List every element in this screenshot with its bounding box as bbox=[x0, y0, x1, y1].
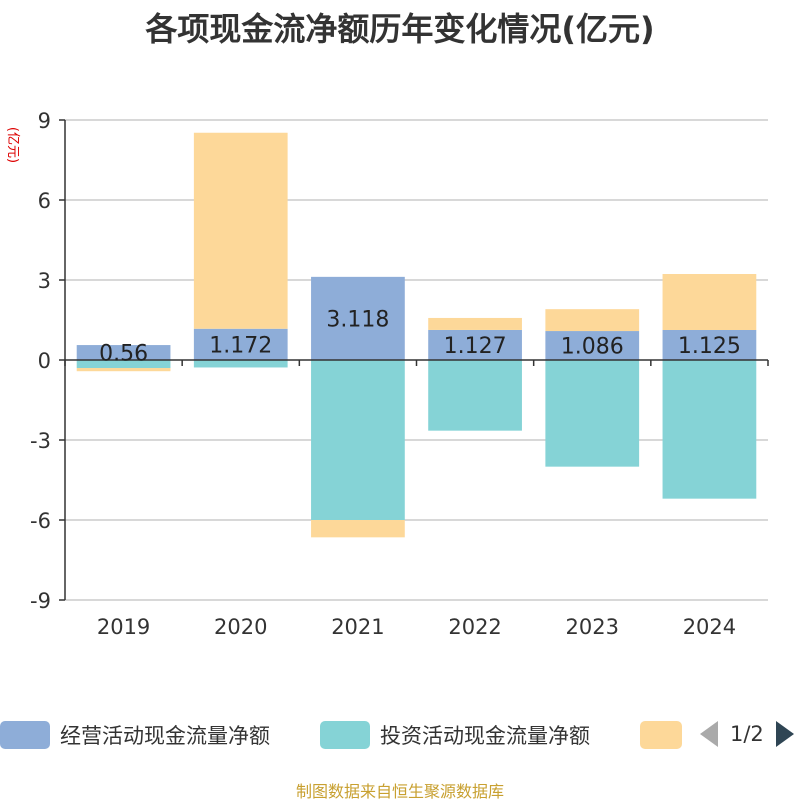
x-tick-label: 2024 bbox=[683, 615, 736, 639]
bar-series2-2020[interactable] bbox=[193, 132, 288, 329]
legend-swatch-financing bbox=[640, 721, 682, 749]
x-tick-label: 2023 bbox=[566, 615, 619, 639]
x-tick-label: 2021 bbox=[331, 615, 384, 639]
legend-label-investing: 投资活动现金流量净额 bbox=[380, 724, 590, 748]
data-label: 1.125 bbox=[678, 334, 741, 359]
bar-series0-2020[interactable] bbox=[193, 328, 288, 360]
legend-swatch-investing bbox=[320, 721, 370, 749]
x-tick-label: 2022 bbox=[448, 615, 501, 639]
y-tick-label: 0 bbox=[38, 349, 51, 373]
source-note: 制图数据来自恒生聚源数据库 bbox=[295, 782, 504, 801]
legend-item-investing[interactable]: 投资活动现金流量净额 bbox=[320, 720, 590, 750]
bar-series2-2021[interactable] bbox=[311, 520, 405, 538]
data-labels: 0.56 1.172 3.118 1.127 1.086 1.125 bbox=[99, 307, 741, 366]
y-tick-label: 9 bbox=[38, 109, 51, 133]
data-label: 3.118 bbox=[326, 307, 389, 332]
bar-series0-2022[interactable] bbox=[428, 329, 522, 360]
bar-series1-2020[interactable] bbox=[193, 360, 288, 368]
legend: 经营活动现金流量净额 投资活动现金流量净额 1/2 bbox=[0, 714, 800, 754]
x-tick-label: 2019 bbox=[97, 615, 150, 639]
bar-series1-2023[interactable] bbox=[545, 360, 640, 467]
bar-series1-2024[interactable] bbox=[662, 360, 757, 499]
bar-series0-2024[interactable] bbox=[662, 330, 757, 360]
x-tick-label: 2020 bbox=[214, 615, 267, 639]
legend-label-operating: 经营活动现金流量净额 bbox=[60, 724, 270, 748]
y-tick-label: 3 bbox=[38, 269, 51, 293]
y-tick-label: -3 bbox=[30, 429, 51, 453]
data-label: 1.127 bbox=[444, 334, 507, 359]
bar-series2-2019[interactable] bbox=[76, 368, 171, 372]
bar-series1-2019[interactable] bbox=[76, 360, 171, 368]
y-tick-label: -6 bbox=[30, 509, 51, 533]
legend-pager: 1/2 bbox=[700, 714, 794, 754]
axes: 9 6 3 0 -3 -6 -9 2019 2020 2021 2022 2023 2024 bbox=[30, 109, 769, 639]
bar-series1-2021[interactable] bbox=[311, 360, 405, 520]
bar-series1-2022[interactable] bbox=[428, 360, 522, 431]
bar-series2-2022[interactable] bbox=[428, 317, 522, 330]
data-label: 1.172 bbox=[209, 333, 272, 358]
y-tick-label: -9 bbox=[30, 589, 51, 613]
y-axis-label: (亿元) bbox=[5, 127, 20, 163]
pager-text: 1/2 bbox=[730, 722, 764, 746]
data-label: 1.086 bbox=[561, 335, 624, 360]
data-label: 0.56 bbox=[99, 342, 148, 367]
pager-next-icon[interactable] bbox=[775, 721, 794, 747]
legend-item-financing[interactable] bbox=[640, 720, 682, 750]
grid-lines bbox=[65, 119, 768, 601]
y-tick-label: 6 bbox=[38, 189, 51, 213]
bar-series0-2019[interactable] bbox=[76, 345, 171, 360]
bar-series2-2023[interactable] bbox=[545, 309, 640, 332]
bar-series0-2021[interactable] bbox=[311, 276, 405, 360]
bar-series0-2023[interactable] bbox=[545, 331, 640, 360]
pager-prev-icon[interactable] bbox=[700, 721, 718, 747]
legend-item-operating[interactable]: 经营活动现金流量净额 bbox=[0, 720, 270, 750]
chart-title: 各项现金流净额历年变化情况(亿元) bbox=[145, 10, 655, 48]
bar-series2-2024[interactable] bbox=[662, 274, 757, 330]
chart-svg: 9 6 3 0 -3 -6 -9 2019 2020 2021 2022 2023 2024 0.56 1… bbox=[5, 109, 769, 639]
bars bbox=[76, 132, 757, 538]
legend-swatch-operating bbox=[0, 721, 50, 749]
